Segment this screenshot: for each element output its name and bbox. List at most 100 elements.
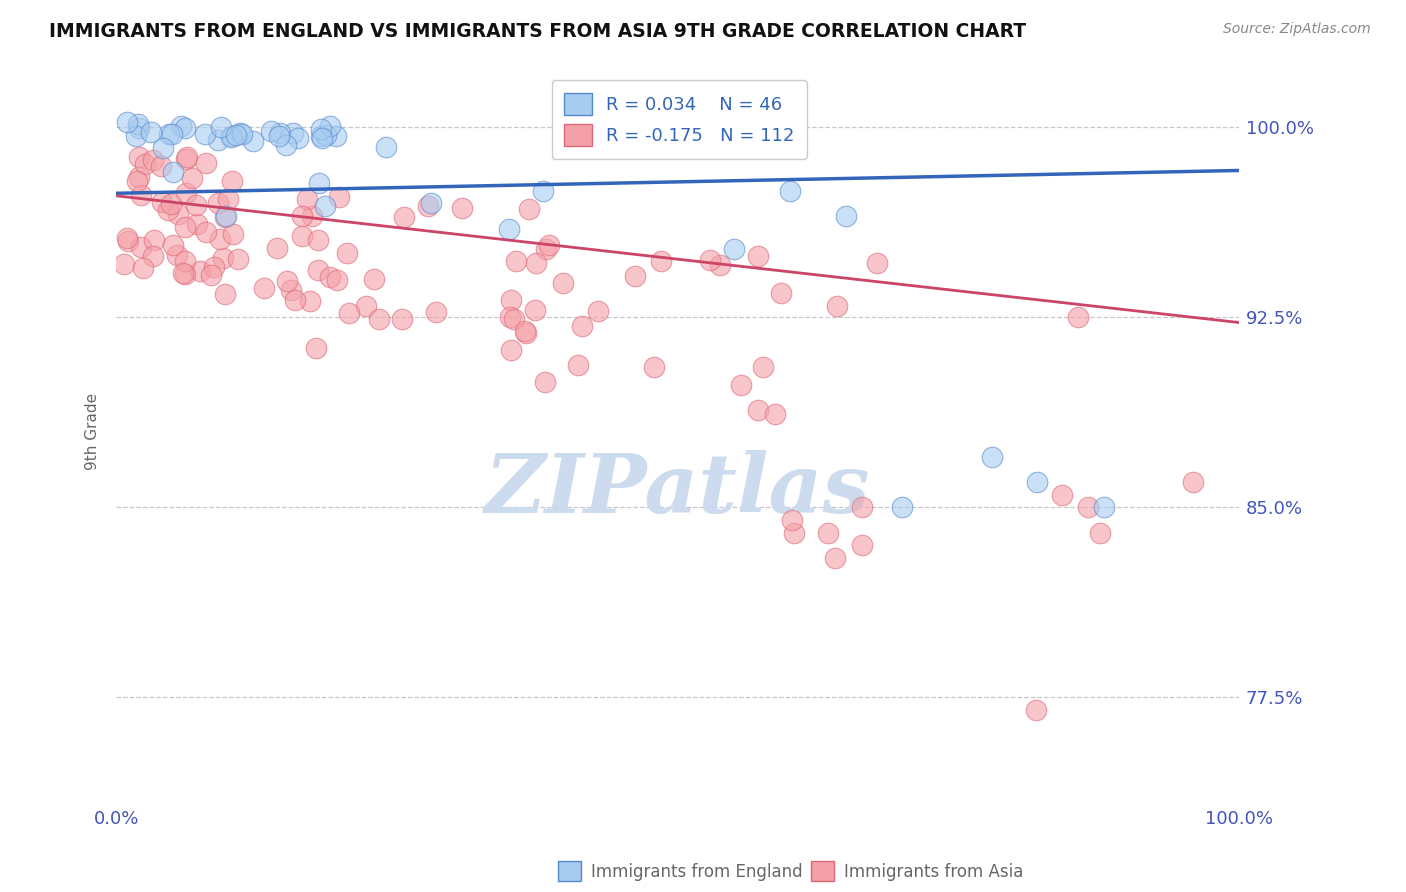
Point [827, 299, 849, 313]
Point [152, 141, 174, 155]
Point [159, 196, 181, 211]
Point [156, 203, 179, 218]
Point [207, 133, 229, 147]
Point [747, 403, 769, 417]
Point [505, 254, 527, 268]
Point [184, 198, 207, 212]
Point [253, 281, 276, 295]
Point [501, 343, 523, 357]
Point [200, 268, 222, 282]
Point [363, 272, 385, 286]
Point [524, 256, 547, 270]
Point [157, 127, 180, 141]
Point [142, 153, 165, 168]
Point [180, 171, 202, 186]
Point [374, 140, 396, 154]
Point [780, 513, 803, 527]
Point [276, 138, 298, 153]
Point [214, 210, 236, 224]
Point [730, 378, 752, 392]
Point [1067, 310, 1090, 325]
Point [139, 125, 162, 139]
Point [307, 233, 329, 247]
Point [851, 539, 873, 553]
Point [524, 302, 547, 317]
Bar [558, 861, 581, 880]
Point [723, 242, 745, 256]
Point [207, 196, 229, 211]
Point [214, 287, 236, 301]
Point [291, 229, 314, 244]
Point [194, 127, 217, 141]
Point [314, 199, 336, 213]
Point [131, 188, 153, 202]
Point [266, 241, 288, 255]
Point [503, 312, 526, 326]
Point [980, 450, 1002, 464]
Point [643, 359, 665, 374]
Point [222, 227, 245, 241]
Point [425, 305, 447, 319]
Point [194, 155, 217, 169]
Point [202, 260, 225, 274]
Point [259, 123, 281, 137]
Point [309, 128, 332, 143]
Point [586, 304, 609, 318]
Point [125, 129, 148, 144]
Point [301, 209, 323, 223]
Point [217, 193, 239, 207]
Point [531, 184, 554, 198]
Point [143, 233, 166, 247]
Point [817, 525, 839, 540]
Point [567, 358, 589, 372]
Point [747, 249, 769, 263]
Point [166, 206, 188, 220]
Point [229, 126, 252, 140]
Point [311, 130, 333, 145]
Point [779, 184, 801, 198]
Point [297, 192, 319, 206]
Point [336, 246, 359, 260]
Point [128, 169, 150, 184]
Point [699, 253, 721, 268]
Point [150, 195, 173, 210]
Point [221, 128, 243, 143]
Point [281, 126, 304, 140]
Text: Immigrants from Asia: Immigrants from Asia [844, 863, 1024, 881]
Point [242, 134, 264, 148]
Point [304, 341, 326, 355]
Point [162, 164, 184, 178]
Point [571, 318, 593, 333]
Point [162, 128, 184, 142]
Point [176, 150, 198, 164]
Point [174, 267, 197, 281]
Point [851, 500, 873, 515]
Point [125, 174, 148, 188]
Point [326, 273, 349, 287]
Point [132, 261, 155, 276]
Point [325, 128, 347, 143]
Point [824, 551, 846, 566]
Point [337, 306, 360, 320]
Point [709, 258, 731, 272]
Point [498, 221, 520, 235]
Point [112, 257, 135, 271]
Point [534, 242, 557, 256]
Point [209, 120, 232, 134]
Point [891, 500, 914, 515]
Point [162, 238, 184, 252]
Point [769, 286, 792, 301]
Point [173, 254, 195, 268]
Point [1025, 475, 1047, 489]
Point [416, 198, 439, 212]
Point [231, 128, 253, 142]
Point [134, 157, 156, 171]
Point [172, 266, 194, 280]
Point [166, 247, 188, 261]
Y-axis label: 9th Grade: 9th Grade [86, 392, 100, 470]
Point [169, 119, 191, 133]
Point [287, 131, 309, 145]
Point [225, 128, 247, 142]
Point [309, 122, 332, 136]
Point [835, 209, 858, 223]
